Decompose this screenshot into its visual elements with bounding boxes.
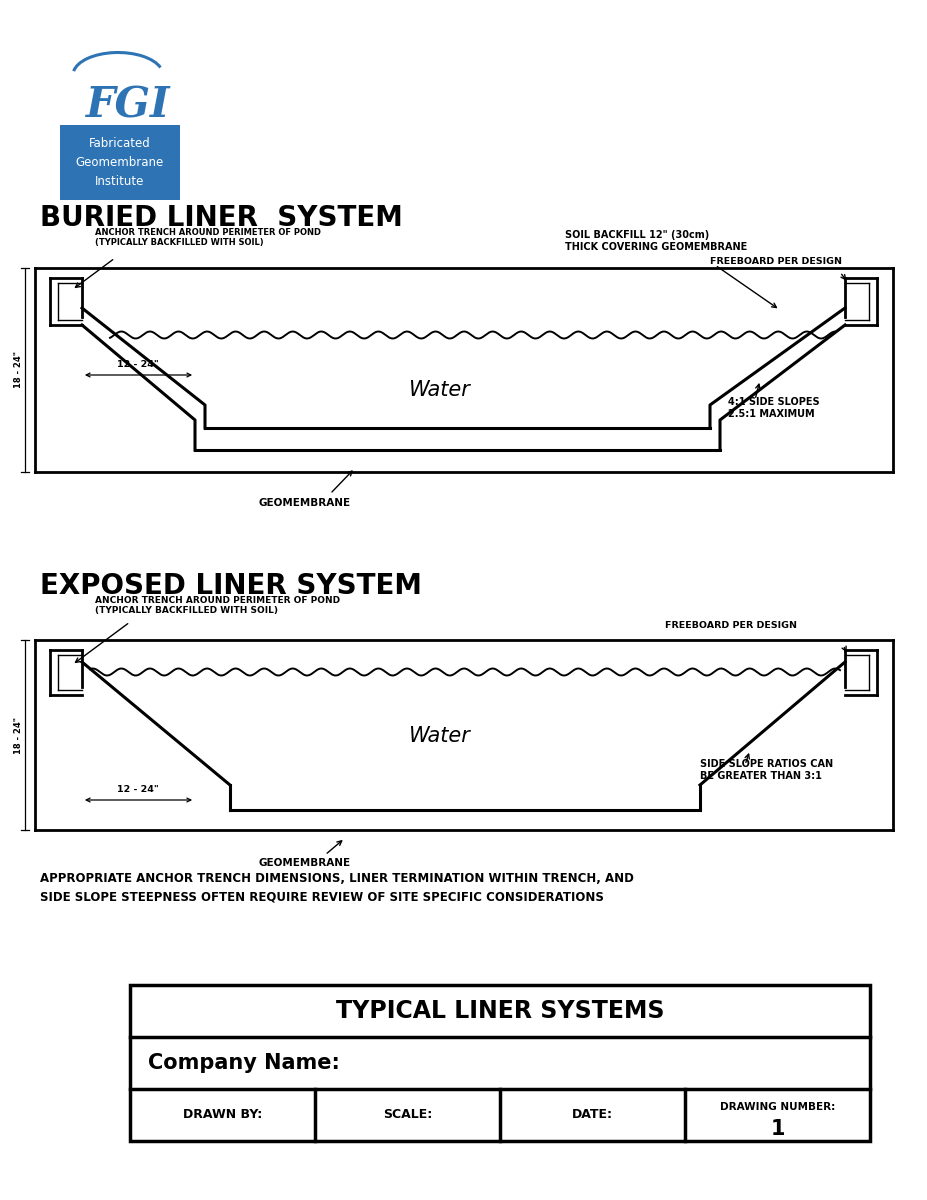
Text: FGI: FGI — [86, 84, 171, 126]
Text: SIDE SLOPE STEEPNESS OFTEN REQUIRE REVIEW OF SITE SPECIFIC CONSIDERATIONS: SIDE SLOPE STEEPNESS OFTEN REQUIRE REVIE… — [40, 890, 603, 902]
Text: 12 - 24": 12 - 24" — [117, 785, 159, 794]
Text: FREEBOARD PER DESIGN: FREEBOARD PER DESIGN — [665, 622, 797, 630]
Text: 12 - 24": 12 - 24" — [117, 360, 159, 370]
Text: DATE:: DATE: — [572, 1109, 613, 1122]
Text: DRAWING NUMBER:: DRAWING NUMBER: — [720, 1102, 835, 1112]
Text: GEOMEMBRANE: GEOMEMBRANE — [259, 858, 351, 868]
Text: APPROPRIATE ANCHOR TRENCH DIMENSIONS, LINER TERMINATION WITHIN TRENCH, AND: APPROPRIATE ANCHOR TRENCH DIMENSIONS, LI… — [40, 872, 634, 886]
Text: Water: Water — [409, 726, 471, 746]
Text: ANCHOR TRENCH AROUND PERIMETER OF POND
(TYPICALLY BACKFILLED WITH SOIL): ANCHOR TRENCH AROUND PERIMETER OF POND (… — [95, 595, 340, 614]
Text: 4:1 SIDE SLOPES
2.5:1 MAXIMUM: 4:1 SIDE SLOPES 2.5:1 MAXIMUM — [728, 397, 819, 419]
Text: 18 - 24": 18 - 24" — [15, 352, 23, 389]
Text: Fabricated
Geomembrane
Institute: Fabricated Geomembrane Institute — [76, 137, 164, 188]
Text: Water: Water — [409, 380, 471, 400]
Text: FREEBOARD PER DESIGN: FREEBOARD PER DESIGN — [710, 257, 842, 266]
Text: BURIED LINER  SYSTEM: BURIED LINER SYSTEM — [40, 204, 403, 232]
Text: EXPOSED LINER SYSTEM: EXPOSED LINER SYSTEM — [40, 572, 422, 600]
Text: SCALE:: SCALE: — [383, 1109, 432, 1122]
Text: 1: 1 — [770, 1118, 785, 1139]
Text: TYPICAL LINER SYSTEMS: TYPICAL LINER SYSTEMS — [336, 998, 665, 1022]
Bar — [60, 125, 180, 200]
Text: 18 - 24": 18 - 24" — [15, 716, 23, 754]
Text: ANCHOR TRENCH AROUND PERIMETER OF POND
(TYPICALLY BACKFILLED WITH SOIL): ANCHOR TRENCH AROUND PERIMETER OF POND (… — [95, 228, 321, 247]
Text: GEOMEMBRANE: GEOMEMBRANE — [259, 498, 351, 508]
Text: SIDE SLOPE RATIOS CAN
BE GREATER THAN 3:1: SIDE SLOPE RATIOS CAN BE GREATER THAN 3:… — [700, 760, 833, 781]
Text: DRAWN BY:: DRAWN BY: — [183, 1109, 262, 1122]
Text: Company Name:: Company Name: — [148, 1054, 340, 1073]
Bar — [130, 985, 870, 1141]
Text: SOIL BACKFILL 12" (30cm)
THICK COVERING GEOMEMBRANE: SOIL BACKFILL 12" (30cm) THICK COVERING … — [565, 230, 747, 252]
